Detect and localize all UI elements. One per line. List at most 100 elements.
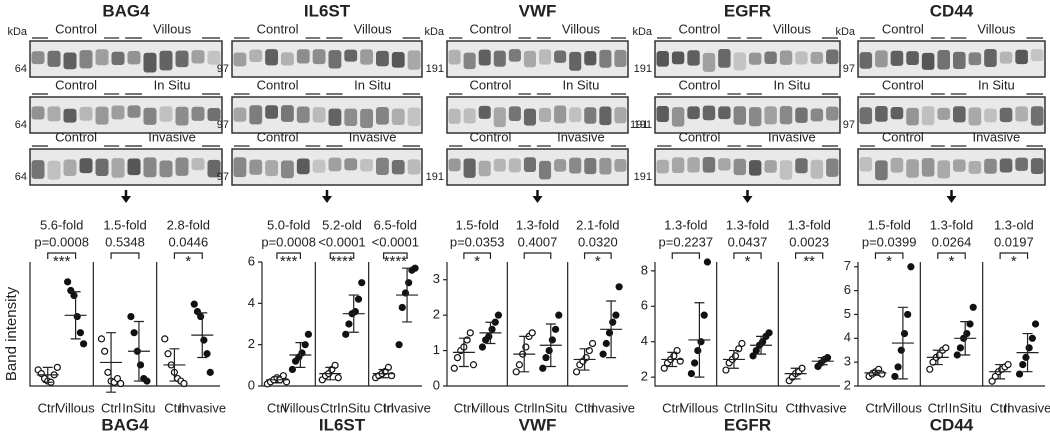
- fold-change: 1.3-fold: [726, 217, 769, 232]
- p-value: p=0.0008: [261, 234, 316, 249]
- kda-marker: 191: [426, 171, 444, 183]
- blot-band: [360, 49, 373, 65]
- group-label: Villous: [562, 21, 601, 36]
- blot-band: [344, 158, 358, 171]
- chart-title: BAG4: [101, 415, 149, 434]
- data-point: [450, 364, 458, 372]
- data-point: [907, 263, 915, 271]
- data-point: [966, 320, 974, 328]
- blot-band: [779, 106, 793, 125]
- fold-change: 1.5-fold: [867, 217, 910, 232]
- chart-title: IL6ST: [319, 415, 366, 434]
- blot-band: [191, 158, 205, 171]
- group-label: In Situ: [773, 77, 810, 92]
- group-label: In Situ: [563, 77, 600, 92]
- blot-band: [448, 158, 461, 172]
- data-point: [738, 339, 746, 348]
- error-bar: [579, 348, 590, 371]
- bracket: [173, 252, 203, 259]
- blot-band: [281, 105, 294, 122]
- blot-band: [795, 158, 808, 174]
- group-label: Control: [55, 21, 97, 36]
- bracket: [937, 252, 966, 259]
- blot-band: [614, 49, 627, 67]
- blot-band: [523, 157, 536, 173]
- blot-band: [281, 160, 294, 179]
- blot-band: [407, 50, 421, 70]
- fold-change: 6.5-fold: [374, 217, 417, 232]
- x-tick-label: Ctrl: [865, 400, 885, 415]
- error-bar: [790, 367, 801, 380]
- data-point: [588, 339, 597, 348]
- blot-band: [63, 159, 77, 176]
- blot-band: [391, 108, 405, 126]
- kda-label: kDa: [424, 26, 444, 38]
- blot-band: [795, 107, 808, 123]
- data-point: [969, 303, 977, 311]
- x-tick-label: InSitu: [744, 400, 777, 415]
- data-point: [395, 341, 403, 349]
- data-point: [991, 372, 999, 381]
- blot-band: [999, 107, 1013, 123]
- significance: **: [803, 253, 815, 270]
- blot-band: [207, 159, 221, 178]
- blot-band: [478, 105, 491, 119]
- data-point: [478, 343, 487, 351]
- significance: ***: [280, 253, 298, 270]
- blot-band: [656, 106, 669, 123]
- significance: *: [886, 253, 892, 270]
- blot-band: [523, 50, 536, 68]
- blot-band: [95, 158, 109, 177]
- blot-band: [207, 107, 221, 122]
- kda-marker: 64: [15, 63, 27, 75]
- x-tick-label: Ctrl: [267, 400, 287, 415]
- p-value: 0.0437: [728, 234, 768, 249]
- significance: ***: [53, 253, 71, 270]
- blot-band: [312, 159, 326, 173]
- error-bar: [519, 335, 530, 373]
- blot-band: [407, 159, 421, 175]
- group-label: Control: [257, 21, 299, 36]
- y-tick-label: 1: [433, 342, 440, 357]
- blot-band: [875, 106, 888, 122]
- significance: *: [185, 253, 191, 270]
- fold-change: 1.3-fold: [516, 217, 559, 232]
- blot-band: [569, 107, 582, 123]
- data-point: [469, 361, 478, 369]
- arrow-head: [742, 196, 753, 203]
- blot-band: [478, 49, 491, 66]
- blot-band: [360, 159, 373, 172]
- blot-band: [584, 51, 597, 66]
- data-point: [612, 311, 620, 319]
- error-bar: [348, 294, 359, 333]
- significance: *: [474, 253, 480, 270]
- blot-band: [984, 108, 997, 123]
- x-tick-label: Ctrl: [101, 400, 121, 415]
- group-label: Control: [882, 21, 924, 36]
- blot-band: [569, 51, 582, 71]
- blot-band: [906, 159, 919, 178]
- fold-change: 1.3-fold: [930, 217, 973, 232]
- blot-band: [31, 106, 45, 120]
- data-point: [354, 295, 363, 303]
- y-tick-label: 4: [641, 333, 648, 348]
- group-label: Invasive: [768, 129, 816, 144]
- blot-band: [984, 158, 997, 174]
- arrow-head: [532, 196, 543, 203]
- p-value: p=0.0008: [34, 234, 89, 249]
- blot-band: [826, 49, 839, 65]
- blot-band: [779, 50, 793, 65]
- blot-frame: [857, 96, 1046, 134]
- data-point: [1028, 334, 1036, 342]
- blot-band: [599, 157, 612, 175]
- fold-change: 5.0-fold: [267, 217, 310, 232]
- blot-band: [63, 108, 77, 123]
- x-tick-label: Ctrl: [38, 400, 58, 415]
- kda-label: kDa: [632, 26, 652, 38]
- data-point: [687, 370, 696, 378]
- data-point: [101, 347, 109, 355]
- x-tick-label: Ctrl: [373, 400, 393, 415]
- data-point: [539, 364, 547, 372]
- arrow-head: [121, 196, 131, 203]
- blot-band: [718, 106, 731, 120]
